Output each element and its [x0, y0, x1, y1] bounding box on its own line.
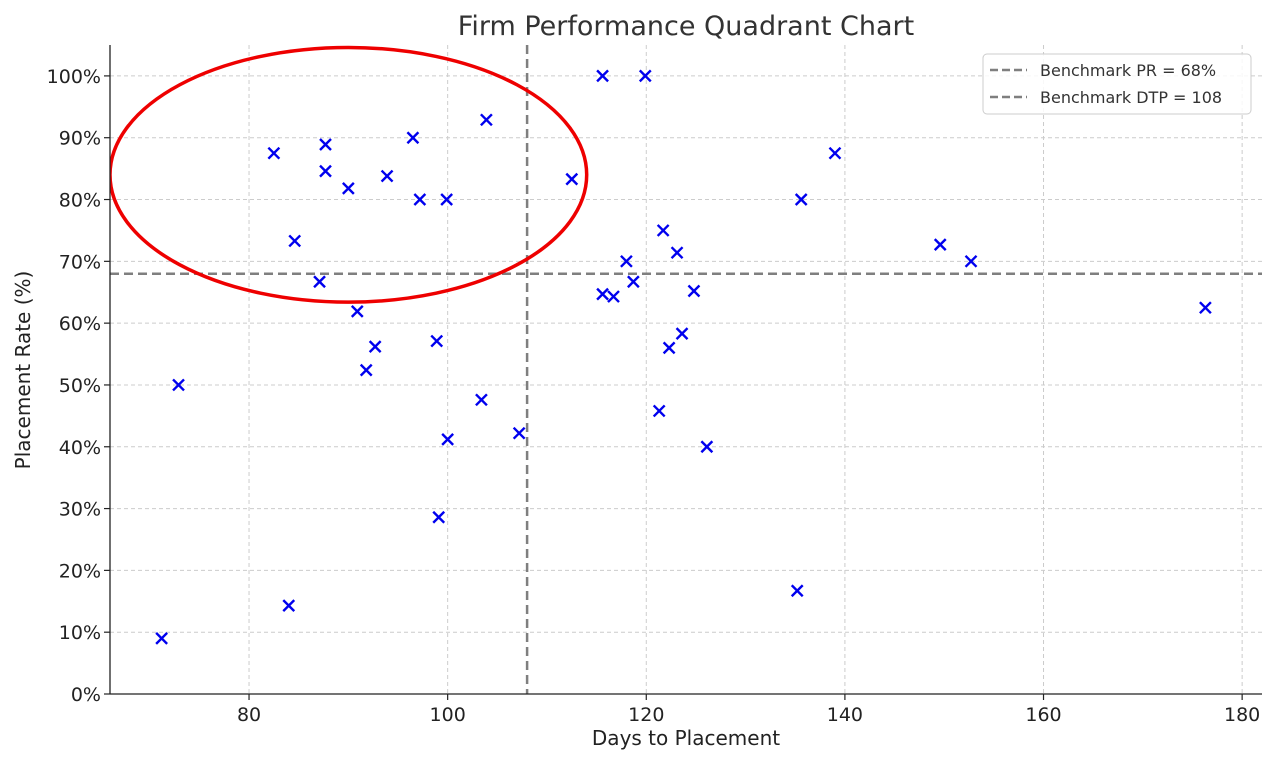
data-point: [380, 169, 394, 183]
axes: [104, 45, 1262, 700]
data-point: [790, 584, 804, 598]
data-point: [638, 69, 652, 83]
data-point: [794, 193, 808, 206]
data-point: [350, 305, 364, 318]
data-point: [565, 172, 579, 186]
data-point: [828, 146, 842, 160]
data-point: [652, 404, 666, 418]
data-point: [341, 182, 355, 195]
data-point: [480, 113, 493, 127]
y-tick-label: 100%: [47, 66, 101, 88]
data-point: [596, 287, 609, 301]
legend-label-benchmark-dtp: Benchmark DTP = 108: [1040, 88, 1222, 107]
legend-label-benchmark-pr: Benchmark PR = 68%: [1040, 61, 1216, 80]
legend: Benchmark PR = 68% Benchmark DTP = 108: [982, 53, 1252, 115]
data-point: [700, 440, 714, 454]
y-tick-label: 80%: [59, 190, 101, 212]
data-point: [267, 146, 281, 160]
x-tick-label: 180: [1224, 704, 1260, 726]
legend-box: [982, 53, 1252, 115]
y-tick-label: 10%: [59, 622, 101, 644]
data-point: [406, 131, 420, 145]
data-point: [172, 378, 185, 392]
x-tick-label: 100: [430, 704, 466, 726]
y-tick-label: 0%: [71, 684, 101, 706]
x-tick-label: 140: [827, 704, 863, 726]
data-point: [512, 426, 526, 440]
data-point: [1199, 301, 1212, 315]
data-point: [441, 432, 455, 446]
annotations: [110, 45, 589, 304]
data-point: [670, 246, 684, 260]
data-point: [596, 69, 609, 83]
data-point: [155, 632, 168, 645]
data-point: [607, 290, 620, 303]
y-axis-title: Placement Rate (%): [11, 271, 35, 470]
y-tick-label: 70%: [59, 251, 101, 273]
data-point: [432, 510, 446, 524]
data-point: [288, 234, 302, 248]
y-tick-label: 30%: [59, 499, 101, 521]
y-tick-label: 60%: [59, 313, 101, 335]
y-tick-label: 90%: [59, 128, 101, 150]
data-point: [359, 363, 373, 377]
data-point: [662, 341, 676, 355]
data-point: [675, 327, 689, 340]
data-point: [620, 254, 633, 268]
highlight-ellipse: [110, 45, 589, 304]
data-point: [627, 275, 640, 289]
data-point: [282, 599, 296, 612]
data-point: [413, 193, 427, 206]
grid-lines: [110, 45, 1262, 695]
y-tick-label: 20%: [59, 560, 101, 582]
data-point: [319, 164, 332, 178]
data-point: [368, 340, 382, 353]
data-point: [440, 193, 454, 206]
data-point: [656, 224, 670, 237]
benchmark-lines: [110, 45, 1262, 694]
x-axis-title: Days to Placement: [592, 726, 780, 750]
data-point: [687, 284, 701, 298]
x-tick-label: 160: [1025, 704, 1061, 726]
data-points: [155, 69, 1212, 645]
data-point: [319, 138, 332, 151]
data-point: [964, 254, 978, 268]
x-tick-label: 120: [628, 704, 664, 726]
data-point: [430, 334, 444, 348]
data-point: [313, 275, 326, 289]
data-point: [475, 393, 488, 407]
y-tick-label: 50%: [59, 375, 101, 397]
chart-title: Firm Performance Quadrant Chart: [458, 11, 914, 42]
x-tick-label: 80: [237, 704, 261, 726]
y-tick-label: 40%: [59, 437, 101, 459]
tick-labels: 80 100 120 140 160 180 0% 10% 20% 30% 40% 50% 60% 70%…: [47, 66, 1261, 726]
data-point: [933, 238, 947, 251]
